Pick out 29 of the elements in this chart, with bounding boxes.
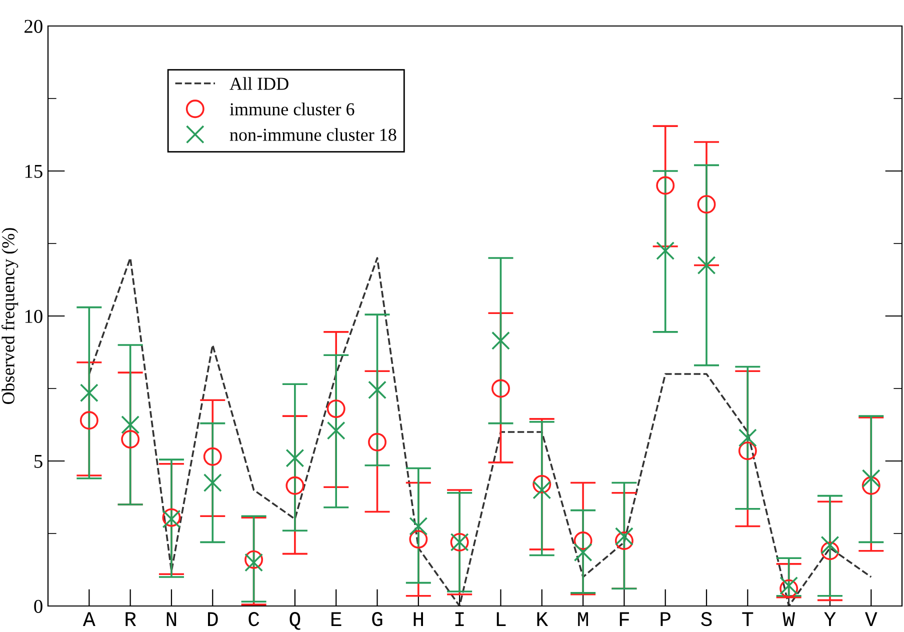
x-tick-label: P xyxy=(660,612,670,626)
x-tick-label: Q xyxy=(290,612,300,630)
x-tick-label: A xyxy=(82,612,96,626)
x-tick-label: H xyxy=(414,612,423,626)
y-tick-label: 0 xyxy=(34,600,42,613)
x-tick-label: R xyxy=(126,612,136,626)
legend-label: immune cluster 6 xyxy=(230,102,354,116)
y-tick-label: 10 xyxy=(25,310,42,323)
x-tick-label: M xyxy=(578,612,588,626)
y-tick-label: 20 xyxy=(24,20,42,33)
x-tick-label: N xyxy=(166,612,176,626)
x-tick-label: Y xyxy=(824,612,836,626)
x-tick-label: T xyxy=(742,612,754,626)
legend-label: All IDD xyxy=(230,77,288,90)
y-tick-label: 15 xyxy=(25,164,42,178)
x-tick-label: I xyxy=(455,612,464,626)
x-tick-label: K xyxy=(537,612,548,626)
x-tick-label: S xyxy=(701,612,712,626)
x-tick-label: F xyxy=(620,612,629,626)
x-tick-label: V xyxy=(864,612,878,626)
x-tick-label: L xyxy=(496,612,506,626)
x-tick-label: W xyxy=(782,612,796,626)
x-tick-label: E xyxy=(331,612,342,626)
x-tick-label: D xyxy=(208,612,218,626)
x-tick-label: C xyxy=(248,612,260,626)
y-tick-label: 5 xyxy=(34,455,42,468)
legend-label: non-immune cluster 18 xyxy=(230,128,396,141)
x-tick-label: G xyxy=(372,612,382,626)
y-axis-title: Observed frequency (%) xyxy=(2,228,18,404)
